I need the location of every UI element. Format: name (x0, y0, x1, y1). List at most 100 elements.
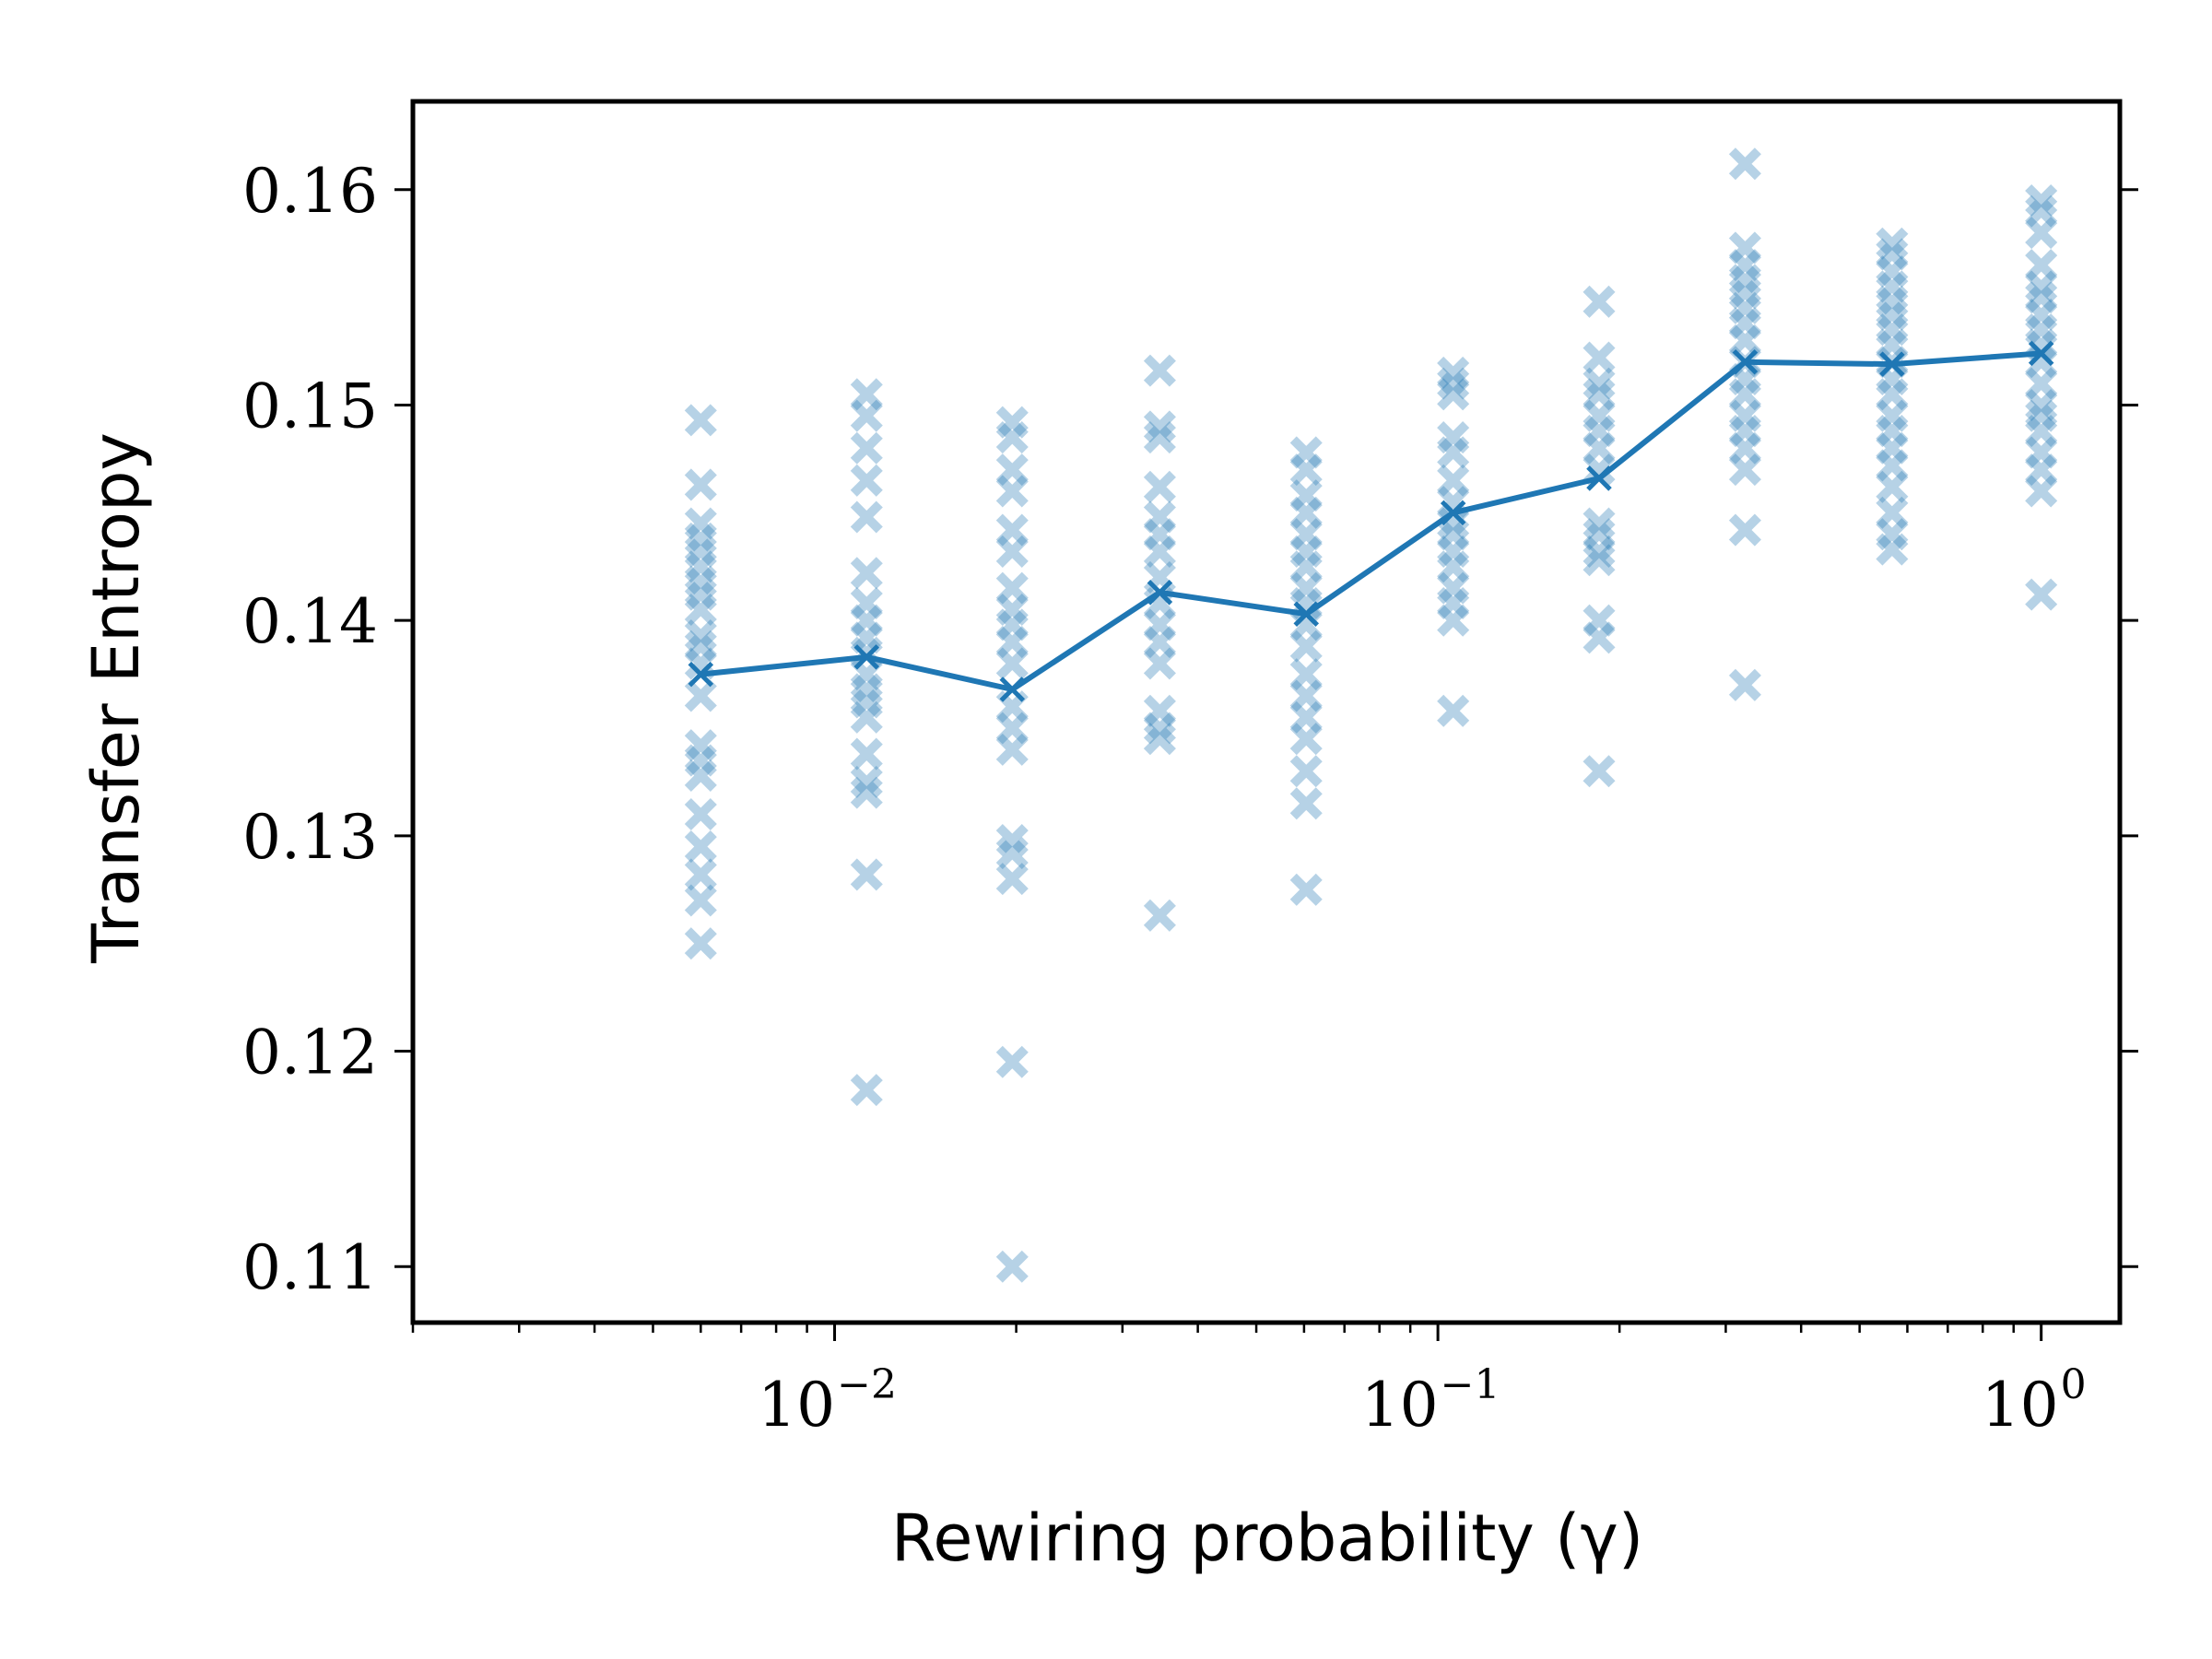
marker-stroke (995, 863, 1029, 896)
mean-point (1586, 465, 1612, 491)
marker-stroke (1728, 249, 1761, 282)
sample-point (995, 626, 1029, 659)
marker-stroke (1583, 535, 1616, 568)
marker-stroke (850, 378, 883, 411)
marker-stroke (1876, 270, 1909, 303)
sample-point (1143, 723, 1176, 756)
marker-stroke (684, 884, 717, 917)
sample-point (684, 858, 717, 891)
marker-stroke (2025, 281, 2058, 314)
marker-stroke (1876, 378, 1909, 411)
marker-stroke (850, 700, 883, 734)
marker-stroke (995, 1045, 1029, 1078)
marker-stroke (1583, 518, 1616, 551)
marker-stroke (1728, 147, 1761, 181)
marker-stroke (995, 453, 1029, 487)
marker-stroke (1876, 431, 1909, 465)
marker-stroke (1876, 533, 1909, 566)
sample-point (1289, 518, 1323, 551)
marker-stroke (1876, 399, 1909, 432)
marker-stroke (1289, 496, 1323, 529)
marker-stroke (1289, 479, 1323, 512)
marker-stroke (1583, 431, 1616, 465)
marker-stroke (1879, 351, 1905, 377)
marker-stroke (850, 464, 883, 497)
sample-point (684, 565, 717, 598)
marker-stroke (1289, 873, 1323, 906)
marker-stroke (850, 858, 883, 891)
marker-stroke (1728, 431, 1761, 465)
sample-point (1289, 700, 1323, 734)
marker-stroke (1289, 755, 1323, 788)
marker-stroke (2025, 249, 2058, 282)
marker-stroke (1876, 227, 1909, 260)
marker-stroke (684, 468, 717, 501)
sample-points (684, 147, 2058, 1283)
marker-stroke (1876, 227, 1909, 260)
marker-stroke (1876, 518, 1909, 551)
mean-series (688, 340, 2054, 702)
marker-stroke (1437, 535, 1470, 568)
marker-stroke (1437, 464, 1470, 497)
marker-stroke (1583, 755, 1616, 788)
marker-stroke (684, 629, 717, 663)
marker-stroke (1147, 580, 1173, 606)
sample-point (1289, 550, 1323, 583)
marker-stroke (1728, 668, 1761, 701)
sample-point (995, 824, 1029, 857)
mean-point (1147, 580, 1173, 606)
marker-stroke (1728, 276, 1761, 310)
marker-stroke (995, 421, 1029, 454)
y-tick-label: 0.12 (242, 1018, 378, 1088)
marker-stroke (1583, 399, 1616, 432)
sample-point (1728, 276, 1761, 310)
marker-stroke (1876, 415, 1909, 448)
sample-point (1437, 356, 1470, 389)
marker-stroke (2025, 453, 2058, 487)
marker-stroke (1437, 507, 1470, 540)
marker-stroke (1728, 324, 1761, 357)
marker-stroke (1437, 421, 1470, 454)
sample-point (684, 619, 717, 653)
sample-point (684, 578, 717, 611)
marker-stroke (1143, 535, 1176, 568)
marker-stroke (1437, 436, 1470, 469)
marker-stroke (850, 686, 883, 719)
marker-stroke (1143, 694, 1176, 727)
marker-stroke (1583, 604, 1616, 637)
marker-stroke (684, 744, 717, 777)
marker-stroke (1583, 755, 1616, 788)
marker-stroke (1437, 550, 1470, 583)
marker-stroke (1437, 507, 1470, 540)
marker-stroke (1289, 873, 1323, 906)
marker-stroke (684, 858, 717, 891)
sample-point (995, 453, 1029, 487)
sample-point (1876, 470, 1909, 503)
marker-stroke (1728, 264, 1761, 297)
marker-stroke (684, 927, 717, 960)
sample-point (1437, 464, 1470, 497)
x-tick-label: 10−2 (758, 1361, 897, 1441)
marker-stroke (995, 406, 1029, 439)
marker-stroke (850, 1074, 883, 1107)
marker-stroke (1437, 486, 1470, 519)
marker-stroke (995, 1045, 1029, 1078)
sample-point (995, 712, 1029, 745)
sample-point (850, 431, 883, 465)
sample-point (1728, 378, 1761, 411)
marker-stroke (684, 729, 717, 762)
marker-stroke (1437, 550, 1470, 583)
marker-stroke (1732, 348, 1759, 375)
marker-stroke (995, 712, 1029, 745)
marker-stroke (850, 557, 883, 590)
marker-stroke (1437, 436, 1470, 469)
marker-stroke (850, 686, 883, 719)
sample-point (1583, 367, 1616, 400)
marker-stroke (1876, 496, 1909, 529)
sample-point (684, 830, 717, 864)
marker-stroke (1143, 899, 1176, 932)
marker-stroke (850, 500, 883, 534)
marker-stroke (1583, 399, 1616, 432)
marker-stroke (850, 378, 883, 411)
sample-point (850, 673, 883, 706)
